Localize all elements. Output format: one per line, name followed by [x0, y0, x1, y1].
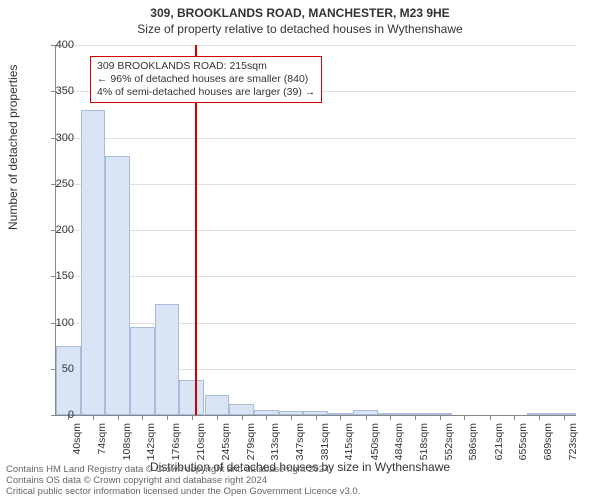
ytick-label: 150: [34, 270, 74, 282]
xtick-label: 347sqm: [294, 423, 306, 473]
footer-attribution: Contains HM Land Registry data © Crown c…: [6, 465, 360, 498]
grid-line: [56, 230, 576, 231]
ytick-label: 300: [34, 132, 74, 144]
xtick-mark: [539, 415, 540, 420]
xtick-mark: [266, 415, 267, 420]
ytick-label: 100: [34, 317, 74, 329]
grid-line: [56, 138, 576, 139]
ytick-label: 50: [34, 363, 74, 375]
xtick-label: 245sqm: [220, 423, 232, 473]
histogram-bar: [205, 395, 230, 415]
xtick-label: 40sqm: [71, 423, 83, 473]
xtick-mark: [340, 415, 341, 420]
xtick-label: 689sqm: [542, 423, 554, 473]
page-subtitle: Size of property relative to detached ho…: [0, 22, 600, 36]
xtick-mark: [490, 415, 491, 420]
xtick-label: 552sqm: [443, 423, 455, 473]
grid-line: [56, 184, 576, 185]
xtick-label: 655sqm: [517, 423, 529, 473]
y-axis-title: Number of detached properties: [6, 65, 20, 230]
xtick-label: 484sqm: [393, 423, 405, 473]
page-title: 309, BROOKLANDS ROAD, MANCHESTER, M23 9H…: [0, 6, 600, 20]
xtick-mark: [316, 415, 317, 420]
histogram-bar: [81, 110, 106, 415]
grid-line: [56, 45, 576, 46]
xtick-label: 74sqm: [96, 423, 108, 473]
annotation-line-1: 309 BROOKLANDS ROAD: 215sqm: [97, 60, 315, 73]
xtick-mark: [118, 415, 119, 420]
xtick-mark: [167, 415, 168, 420]
histogram-bar: [155, 304, 180, 415]
xtick-label: 518sqm: [418, 423, 430, 473]
xtick-mark: [93, 415, 94, 420]
annotation-line-2: ← 96% of detached houses are smaller (84…: [97, 73, 315, 86]
xtick-mark: [192, 415, 193, 420]
xtick-label: 621sqm: [493, 423, 505, 473]
xtick-label: 723sqm: [567, 423, 579, 473]
ytick-label: 350: [34, 85, 74, 97]
histogram-bar: [130, 327, 155, 415]
xtick-label: 210sqm: [195, 423, 207, 473]
xtick-mark: [217, 415, 218, 420]
xtick-label: 586sqm: [467, 423, 479, 473]
histogram-bar: [229, 404, 254, 415]
xtick-label: 108sqm: [121, 423, 133, 473]
xtick-mark: [564, 415, 565, 420]
xtick-mark: [440, 415, 441, 420]
xtick-mark: [464, 415, 465, 420]
xtick-label: 415sqm: [343, 423, 355, 473]
ytick-label: 0: [34, 409, 74, 421]
xtick-mark: [390, 415, 391, 420]
xtick-label: 279sqm: [245, 423, 257, 473]
xtick-label: 450sqm: [369, 423, 381, 473]
grid-line: [56, 276, 576, 277]
ytick-label: 200: [34, 224, 74, 236]
xtick-label: 176sqm: [170, 423, 182, 473]
xtick-mark: [291, 415, 292, 420]
ytick-label: 250: [34, 178, 74, 190]
xtick-mark: [514, 415, 515, 420]
ytick-label: 400: [34, 39, 74, 51]
xtick-label: 381sqm: [319, 423, 331, 473]
histogram-plot: 309 BROOKLANDS ROAD: 215sqm← 96% of deta…: [55, 45, 576, 416]
grid-line: [56, 323, 576, 324]
annotation-box: 309 BROOKLANDS ROAD: 215sqm← 96% of deta…: [90, 56, 322, 103]
xtick-label: 313sqm: [269, 423, 281, 473]
histogram-bar: [56, 346, 81, 415]
footer-line-3: Critical public sector information licen…: [6, 487, 360, 498]
histogram-bar: [105, 156, 130, 415]
xtick-mark: [142, 415, 143, 420]
xtick-mark: [415, 415, 416, 420]
histogram-bar: [179, 380, 204, 415]
annotation-line-3: 4% of semi-detached houses are larger (3…: [97, 86, 315, 99]
xtick-mark: [242, 415, 243, 420]
xtick-label: 142sqm: [145, 423, 157, 473]
xtick-mark: [366, 415, 367, 420]
